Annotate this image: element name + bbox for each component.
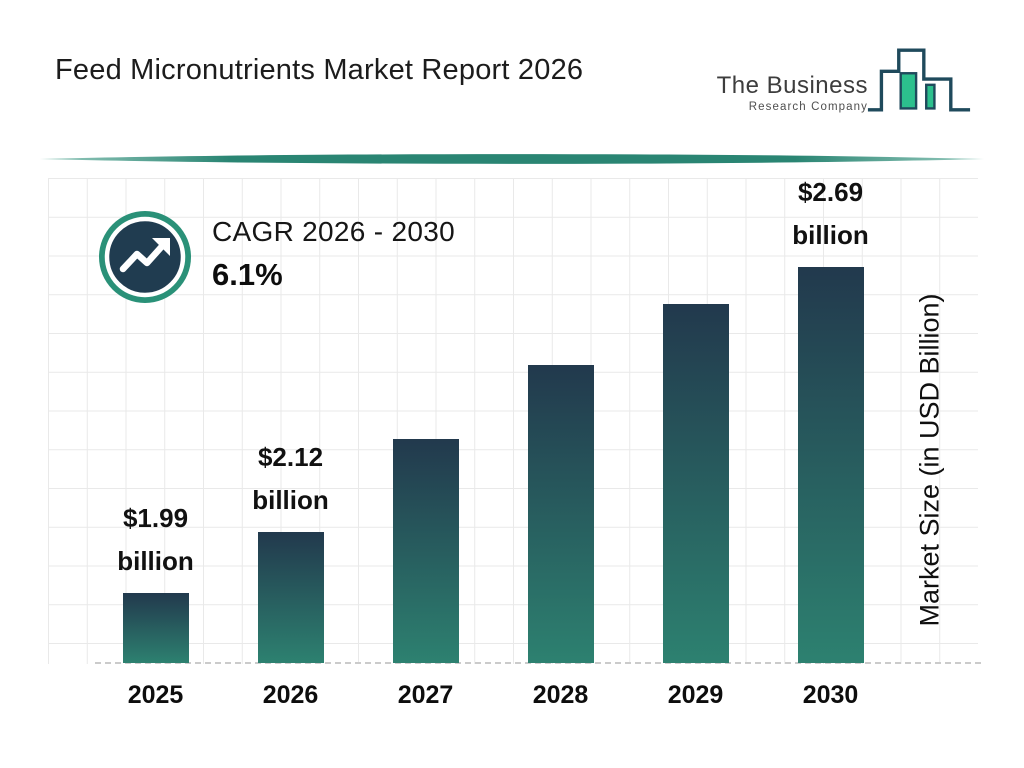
- company-name: The Business: [716, 72, 868, 99]
- trending-up-badge-icon: [97, 209, 193, 305]
- bar-column-2029: [628, 177, 763, 663]
- bars-row: $1.99 billion $2.12 billion $2.69 billion: [88, 177, 898, 663]
- bar-2029: [662, 304, 729, 663]
- bar-column-2025: $1.99 billion: [88, 177, 223, 663]
- y-axis-label: Market Size (in USD Billion): [914, 293, 945, 627]
- page-title: Feed Micronutrients Market Report 2026: [55, 54, 584, 86]
- bar-2028: [527, 365, 594, 663]
- x-tick-2029: 2029: [667, 681, 724, 709]
- bar-2027: [392, 439, 459, 663]
- bar-2025: [122, 593, 189, 663]
- bar-column-2030: $2.69 billion: [763, 177, 898, 663]
- x-tick-2030: 2030: [802, 681, 859, 709]
- x-tick-2025: 2025: [127, 681, 184, 709]
- x-tick-2028: 2028: [532, 681, 589, 709]
- company-logo-text: The Business Research Company: [717, 72, 868, 113]
- x-axis-labels: 2025 2026 2027 2028 2029 2030: [88, 679, 898, 711]
- chart-baseline: [95, 662, 981, 664]
- data-label-2025: $1.99 billion: [117, 503, 194, 576]
- chart-plot-area: $1.99 billion $2.12 billion $2.69 billion: [48, 177, 981, 664]
- company-logo: The Business Research Company: [712, 40, 972, 124]
- bar-2030: [797, 267, 864, 663]
- x-tick-2027: 2027: [397, 681, 454, 709]
- cagr-period-label: CAGR 2026 - 2030: [212, 216, 455, 247]
- cagr-callout: CAGR 2026 - 2030 6.1%: [212, 216, 455, 293]
- bar-column-2028: [493, 177, 628, 663]
- bar-column-2027: [358, 177, 493, 663]
- x-tick-2026: 2026: [262, 681, 319, 709]
- cagr-value: 6.1%: [212, 257, 283, 292]
- bar-2026: [257, 532, 324, 663]
- data-label-2030: $2.69 billion: [792, 177, 869, 250]
- divider-swoosh: [40, 151, 984, 167]
- data-label-2026: $2.12 billion: [252, 442, 329, 515]
- bar-chart-skyline-icon: [866, 40, 972, 125]
- bar-column-2026: $2.12 billion: [223, 177, 358, 663]
- company-subname: Research Company: [748, 101, 868, 113]
